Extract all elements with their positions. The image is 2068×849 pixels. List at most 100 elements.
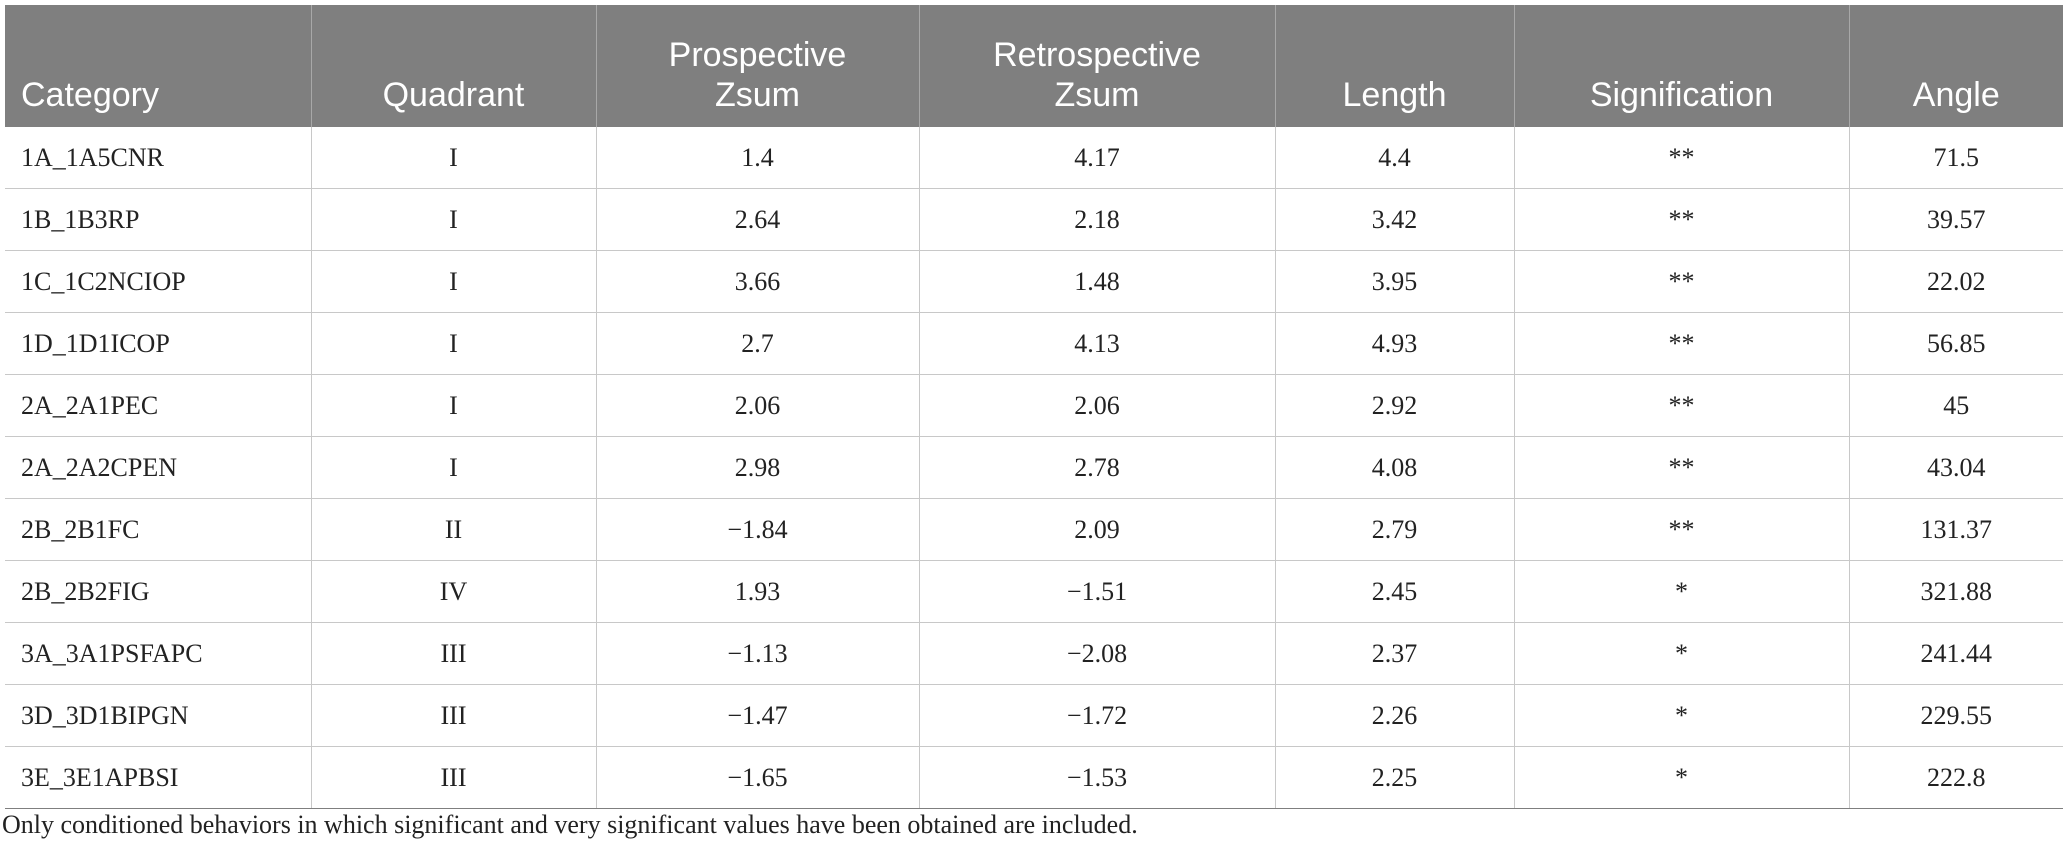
table-cell: 2.09 bbox=[919, 498, 1276, 561]
table-cell: 3D_3D1BIPGN bbox=[5, 684, 312, 747]
table-cell: 71.5 bbox=[1849, 127, 2063, 189]
table-cell: I bbox=[311, 312, 597, 375]
table-cell: 3.66 bbox=[596, 250, 920, 313]
table-row: 1A_1A5CNR I 1.4 4.17 4.4 ** 71.5 bbox=[5, 127, 2063, 189]
table-cell: −1.72 bbox=[919, 684, 1276, 747]
table-cell: −1.53 bbox=[919, 746, 1276, 809]
table-cell: 45 bbox=[1849, 374, 2063, 437]
column-header: Length bbox=[1275, 5, 1515, 127]
table-row: 3D_3D1BIPGN III −1.47 −1.72 2.26 * 229.55 bbox=[5, 684, 2063, 747]
table-cell: 222.8 bbox=[1849, 746, 2063, 809]
table-cell: 2.25 bbox=[1275, 746, 1515, 809]
table-cell: 2A_2A2CPEN bbox=[5, 436, 312, 499]
column-header: Angle bbox=[1849, 5, 2063, 127]
table-row: 2B_2B1FC II −1.84 2.09 2.79 ** 131.37 bbox=[5, 498, 2063, 561]
table-cell: 43.04 bbox=[1849, 436, 2063, 499]
table-cell: III bbox=[311, 622, 597, 685]
column-header: Quadrant bbox=[311, 5, 597, 127]
table-cell: 1C_1C2NCIOP bbox=[5, 250, 312, 313]
table-cell: ** bbox=[1514, 374, 1850, 437]
table-header-row: Category Quadrant Prospective Zsum Retrospec… bbox=[5, 5, 2063, 127]
table-cell: 2A_2A1PEC bbox=[5, 374, 312, 437]
table-row: 1D_1D1ICOP I 2.7 4.13 4.93 ** 56.85 bbox=[5, 312, 2063, 375]
table-cell: ** bbox=[1514, 250, 1850, 313]
column-header-text: Signification bbox=[1589, 76, 1774, 114]
table-cell: 1D_1D1ICOP bbox=[5, 312, 312, 375]
table-cell: 2.78 bbox=[919, 436, 1276, 499]
table-cell: −1.47 bbox=[596, 684, 920, 747]
table-cell: 4.08 bbox=[1275, 436, 1515, 499]
data-table-container: Category Quadrant Prospective Zsum Retrospec… bbox=[5, 5, 2063, 809]
table-cell: III bbox=[311, 684, 597, 747]
table-cell: −1.13 bbox=[596, 622, 920, 685]
table-cell: 321.88 bbox=[1849, 560, 2063, 623]
column-header-text: Prospective bbox=[668, 36, 847, 74]
table-cell: 241.44 bbox=[1849, 622, 2063, 685]
table-cell: I bbox=[311, 127, 597, 189]
table-cell: 2.98 bbox=[596, 436, 920, 499]
table-cell: 3.42 bbox=[1275, 188, 1515, 251]
table-cell: 3A_3A1PSFAPC bbox=[5, 622, 312, 685]
table-cell: 2.26 bbox=[1275, 684, 1515, 747]
table-body: 1A_1A5CNR I 1.4 4.17 4.4 ** 71.5 1B_1B3RP I 2.64 2… bbox=[5, 127, 2063, 809]
table-cell: IV bbox=[311, 560, 597, 623]
column-header: Retrospective Zsum bbox=[919, 5, 1276, 127]
table-row: 1C_1C2NCIOP I 3.66 1.48 3.95 ** 22.02 bbox=[5, 250, 2063, 313]
table-cell: 1.93 bbox=[596, 560, 920, 623]
table-cell: 2.45 bbox=[1275, 560, 1515, 623]
table-cell: 2.7 bbox=[596, 312, 920, 375]
table-cell: 2.06 bbox=[596, 374, 920, 437]
table-cell: 4.13 bbox=[919, 312, 1276, 375]
column-header-text: Zsum bbox=[715, 76, 800, 114]
table-cell: 3E_3E1APBSI bbox=[5, 746, 312, 809]
table-cell: 39.57 bbox=[1849, 188, 2063, 251]
table-cell: 131.37 bbox=[1849, 498, 2063, 561]
table-cell: 2.79 bbox=[1275, 498, 1515, 561]
column-header-text: Zsum bbox=[1054, 76, 1140, 114]
table-cell: 229.55 bbox=[1849, 684, 2063, 747]
table-cell: I bbox=[311, 188, 597, 251]
table-footnote: Only conditioned behaviors in which sign… bbox=[2, 810, 1138, 839]
table-cell: 2.37 bbox=[1275, 622, 1515, 685]
table-cell: III bbox=[311, 746, 597, 809]
table-cell: * bbox=[1514, 622, 1850, 685]
table-cell: ** bbox=[1514, 188, 1850, 251]
table-cell: 4.4 bbox=[1275, 127, 1515, 189]
table-cell: 22.02 bbox=[1849, 250, 2063, 313]
table-cell: 3.95 bbox=[1275, 250, 1515, 313]
table-cell: ** bbox=[1514, 498, 1850, 561]
table-cell: 4.93 bbox=[1275, 312, 1515, 375]
table-cell: 2.92 bbox=[1275, 374, 1515, 437]
table-cell: 2.06 bbox=[919, 374, 1276, 437]
table-cell: I bbox=[311, 250, 597, 313]
column-header: Category bbox=[5, 5, 312, 127]
table-row: 2B_2B2FIG IV 1.93 −1.51 2.45 * 321.88 bbox=[5, 560, 2063, 623]
column-header-text: Quadrant bbox=[382, 76, 525, 114]
table-row: 3A_3A1PSFAPC III −1.13 −2.08 2.37 * 241.44 bbox=[5, 622, 2063, 685]
table-cell: * bbox=[1514, 560, 1850, 623]
table-cell: ** bbox=[1514, 436, 1850, 499]
table-cell: 4.17 bbox=[919, 127, 1276, 189]
table-cell: 2B_2B1FC bbox=[5, 498, 312, 561]
table-row: 2A_2A1PEC I 2.06 2.06 2.92 ** 45 bbox=[5, 374, 2063, 437]
table-cell: −1.65 bbox=[596, 746, 920, 809]
table-cell: 2.64 bbox=[596, 188, 920, 251]
table-cell: * bbox=[1514, 684, 1850, 747]
table-cell: −2.08 bbox=[919, 622, 1276, 685]
table-cell: I bbox=[311, 436, 597, 499]
table-cell: * bbox=[1514, 746, 1850, 809]
table-cell: I bbox=[311, 374, 597, 437]
table-row: 2A_2A2CPEN I 2.98 2.78 4.08 ** 43.04 bbox=[5, 436, 2063, 499]
column-header: Signification bbox=[1514, 5, 1850, 127]
table-cell: 2B_2B2FIG bbox=[5, 560, 312, 623]
column-header-text: Category bbox=[21, 76, 159, 114]
column-header: Prospective Zsum bbox=[596, 5, 920, 127]
table-cell: 1A_1A5CNR bbox=[5, 127, 312, 189]
table-cell: −1.51 bbox=[919, 560, 1276, 623]
column-header-text: Retrospective bbox=[993, 36, 1201, 74]
column-header-text: Angle bbox=[1912, 76, 2000, 114]
table-cell: 1B_1B3RP bbox=[5, 188, 312, 251]
data-table: Category Quadrant Prospective Zsum Retrospec… bbox=[5, 5, 2063, 809]
table-cell: −1.84 bbox=[596, 498, 920, 561]
table-row: 3E_3E1APBSI III −1.65 −1.53 2.25 * 222.8 bbox=[5, 746, 2063, 809]
